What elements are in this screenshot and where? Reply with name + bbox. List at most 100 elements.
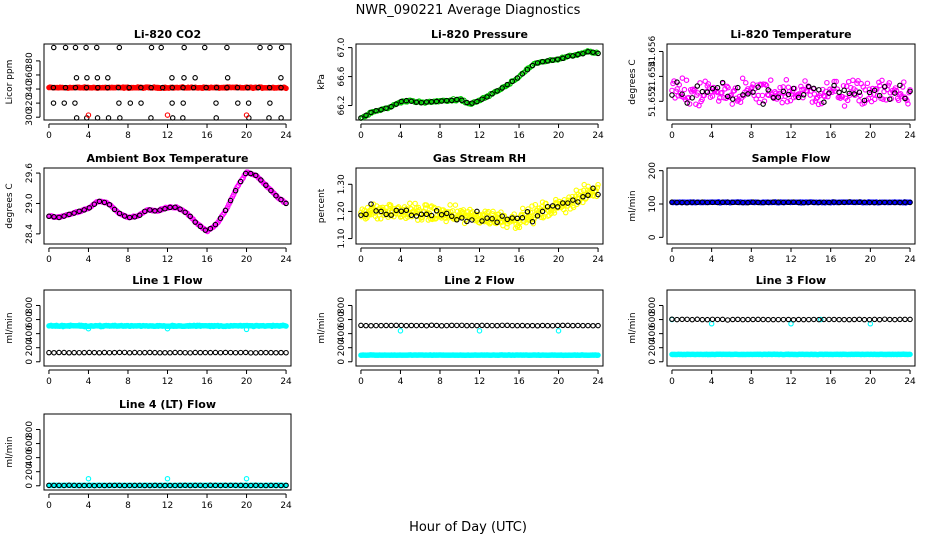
- data-point: [81, 482, 88, 489]
- data-point: [765, 87, 771, 93]
- data-point: [479, 322, 485, 329]
- data-point: [94, 75, 101, 81]
- data-point: [805, 199, 812, 206]
- data-point: [172, 349, 178, 356]
- data-point: [101, 349, 108, 356]
- data-point: [243, 326, 250, 333]
- data-point: [777, 84, 783, 91]
- data-point: [570, 204, 577, 211]
- data-point: [841, 199, 847, 206]
- data-point: [856, 316, 863, 323]
- data-point: [785, 316, 792, 323]
- x-tick-label: 0: [46, 255, 52, 265]
- data-point: [856, 98, 862, 104]
- data-point: [585, 322, 591, 329]
- panel-rh: Gas Stream RH 0 4 8 12 16 20 24 1.10 1.20 1.30 perc…: [317, 152, 604, 265]
- data-point: [715, 98, 722, 104]
- x-tick-label: 8: [748, 131, 754, 141]
- data-point: [273, 482, 279, 489]
- plot-frame: [666, 43, 916, 121]
- data-point: [549, 203, 556, 209]
- data-point: [529, 322, 536, 329]
- data-point: [157, 207, 163, 213]
- x-tick-label: 4: [86, 255, 92, 265]
- data-point: [278, 196, 284, 203]
- data-point: [234, 84, 241, 91]
- y-tick-label: 380: [25, 52, 35, 69]
- x-tick-label: 4: [398, 255, 404, 265]
- panel-pressure: Li-820 Pressure 0 4 8 12 16 20 24 66.2 66.6 67.0 kP…: [317, 28, 604, 141]
- data-point: [699, 88, 706, 95]
- data-point: [735, 316, 741, 323]
- data-point: [413, 213, 420, 219]
- data-point: [813, 95, 820, 102]
- figure-title: NWR_090221 Average Diagnostics: [356, 3, 581, 18]
- data-point: [224, 44, 230, 51]
- data-point: [393, 322, 400, 329]
- data-point: [669, 92, 675, 98]
- series-cyan-dips: [397, 328, 562, 334]
- panel-title: Line 4 (LT) Flow: [119, 398, 216, 411]
- data-point: [729, 316, 736, 323]
- data-point: [182, 209, 188, 216]
- data-point: [529, 62, 536, 69]
- data-point: [383, 211, 389, 218]
- data-point: [378, 106, 384, 113]
- data-point: [244, 84, 251, 91]
- data-point: [282, 199, 288, 205]
- data-point: [222, 207, 229, 214]
- data-point: [148, 84, 154, 91]
- data-point: [697, 80, 703, 86]
- data-point: [413, 99, 420, 105]
- data-point: [595, 181, 601, 188]
- data-point: [159, 84, 166, 91]
- x-tick-label: 12: [474, 255, 485, 265]
- data-point: [388, 322, 394, 329]
- x-tick-label: 8: [748, 255, 754, 265]
- y-tick-label: 200: [648, 162, 658, 179]
- data-point: [76, 349, 82, 356]
- data-point: [187, 213, 193, 220]
- data-point: [811, 85, 817, 92]
- data-point: [257, 44, 263, 51]
- data-point: [449, 322, 455, 329]
- data-point: [56, 482, 62, 489]
- data-point: [242, 349, 249, 356]
- data-point: [81, 207, 88, 213]
- data-point: [866, 89, 873, 96]
- data-point: [536, 205, 543, 211]
- data-point: [111, 482, 118, 489]
- x-tick-label: 4: [86, 131, 92, 141]
- data-point: [775, 316, 782, 323]
- data-point: [871, 96, 878, 103]
- y-tick-label: 29.6: [25, 163, 35, 183]
- data-point: [72, 100, 78, 106]
- data-point: [800, 199, 807, 206]
- data-point: [902, 199, 908, 206]
- y-axis-label: kPa: [317, 74, 327, 90]
- data-point: [509, 78, 516, 85]
- data-point: [494, 322, 500, 329]
- y-tick-label: 800: [648, 297, 658, 314]
- data-point: [800, 316, 807, 323]
- data-point: [524, 66, 531, 73]
- data-point: [785, 199, 792, 206]
- data-point: [245, 100, 252, 106]
- data-point: [850, 77, 856, 84]
- data-point: [848, 84, 854, 91]
- data-point: [412, 200, 418, 207]
- data-point: [724, 317, 731, 323]
- data-point: [590, 49, 596, 55]
- data-point: [886, 80, 892, 86]
- data-point: [824, 79, 830, 86]
- data-point: [428, 99, 435, 105]
- data-point: [897, 316, 903, 323]
- plot-frame: [355, 167, 604, 245]
- data-point: [469, 100, 475, 106]
- data-point: [836, 316, 842, 323]
- x-tick-label: 12: [474, 377, 485, 387]
- data-point: [549, 322, 556, 329]
- data-point: [755, 316, 761, 323]
- data-point: [212, 349, 219, 356]
